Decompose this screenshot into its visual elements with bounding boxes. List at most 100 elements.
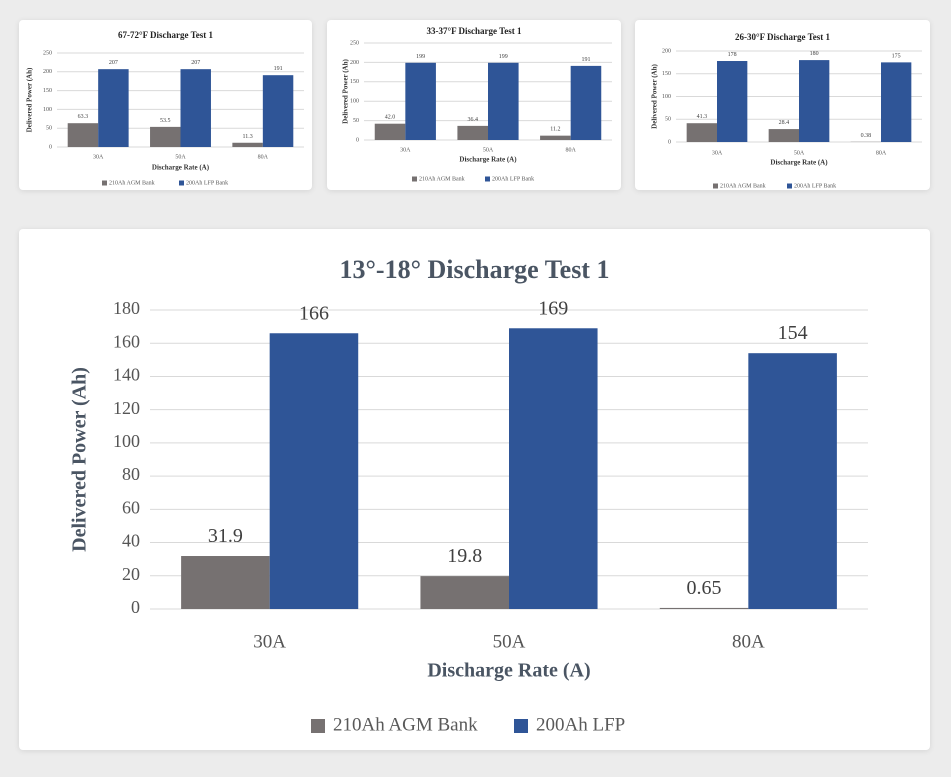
data-label: 199 — [416, 54, 425, 60]
chart-67-72f: 67-72°F Discharge Test 1 0 50 100 150 200 250 6… — [26, 30, 304, 186]
data-label: 191 — [581, 57, 590, 63]
bar-lfp-50a — [509, 328, 598, 609]
data-label: 199 — [499, 54, 508, 60]
bar-agm-80a — [540, 135, 571, 140]
y-tick-label: 100 — [43, 107, 52, 113]
y-tick-label: 100 — [350, 99, 359, 105]
data-label: 42.0 — [385, 115, 396, 121]
chart-title: 13°-18° Discharge Test 1 — [340, 255, 610, 284]
x-tick-label: 80A — [732, 631, 765, 652]
x-axis-label: Discharge Rate (A) — [427, 660, 590, 682]
bar-agm-50a — [457, 125, 488, 140]
bar-lfp-30a — [269, 333, 359, 609]
y-tick-label: 80 — [122, 464, 140, 484]
bar-lfp-80a — [748, 353, 837, 609]
bar-lfp-30a — [98, 69, 129, 147]
bar-agm-30a — [181, 556, 270, 609]
bar-lfp-80a — [570, 65, 602, 140]
chart-title: 33-37°F Discharge Test 1 — [426, 26, 522, 36]
data-label: 41.3 — [697, 114, 708, 120]
legend-swatch-lfp — [485, 176, 490, 182]
y-tick-label: 0 — [668, 139, 671, 145]
legend-label-lfp: 200Ah LFP Bank — [186, 180, 228, 186]
y-tick-label: 0 — [356, 137, 359, 143]
y-tick-label: 200 — [662, 48, 671, 54]
x-tick-label: 80A — [258, 154, 269, 160]
y-tick-label: 250 — [350, 40, 359, 46]
x-tick-label: 30A — [400, 147, 411, 153]
legend-label-agm: 210Ah AGM Bank — [333, 714, 478, 735]
x-tick-label: 80A — [565, 147, 576, 153]
data-label: 0.38 — [861, 133, 872, 139]
chart-card-67-72f: 67-72°F Discharge Test 1 0 50 100 150 200 250 6… — [19, 20, 312, 190]
bar-agm-80a — [232, 142, 263, 147]
chart-26-30f: 26-30°F Discharge Test 1 0 50 100 150 200 41.3… — [651, 32, 922, 189]
legend-label-lfp: 200Ah LFP — [536, 714, 625, 735]
legend-swatch-agm — [102, 180, 107, 186]
bar-lfp-50a — [180, 69, 211, 147]
data-label: 19.8 — [447, 545, 482, 567]
legend-swatch-agm — [412, 176, 417, 182]
x-tick-label: 50A — [794, 150, 805, 156]
y-tick-label: 60 — [122, 497, 140, 517]
data-label: 63.3 — [78, 114, 89, 120]
legend-swatch-agm — [311, 719, 325, 733]
bar-agm-50a — [420, 576, 509, 609]
y-axis-label: Delivered Power (Ah) — [26, 67, 34, 132]
x-tick-label: 30A — [712, 150, 723, 156]
data-label: 169 — [538, 297, 568, 319]
y-axis-label: Delivered Power (Ah) — [69, 367, 91, 552]
y-tick-label: 150 — [350, 79, 359, 85]
bar-agm-30a — [374, 123, 406, 140]
y-tick-label: 100 — [662, 94, 671, 100]
x-tick-label: 30A — [253, 631, 286, 652]
data-label: 207 — [191, 60, 200, 66]
y-tick-label: 200 — [350, 60, 359, 66]
x-tick-label: 30A — [93, 154, 104, 160]
bar-agm-50a — [150, 126, 181, 147]
bar-lfp-30a — [405, 62, 436, 141]
chart-title: 26-30°F Discharge Test 1 — [735, 32, 831, 42]
y-tick-label: 200 — [43, 69, 52, 75]
x-tick-label: 50A — [483, 147, 494, 153]
x-tick-label: 50A — [493, 631, 526, 652]
bar-agm-80a — [659, 607, 749, 609]
y-tick-label: 100 — [113, 431, 140, 451]
bar-agm-50a — [768, 129, 799, 142]
bar-lfp-30a — [717, 61, 748, 143]
x-axis-label: Discharge Rate (A) — [152, 164, 210, 172]
legend-label-agm: 210Ah AGM Bank — [720, 183, 766, 189]
legend-swatch-lfp — [179, 180, 184, 186]
data-label: 191 — [274, 66, 283, 72]
chart-13-18: 13°-18° Discharge Test 1 0 20 40 60 80 100 120 1… — [69, 255, 868, 735]
data-label: 53.5 — [160, 118, 171, 124]
bar-lfp-50a — [799, 60, 830, 142]
x-axis-label: Discharge Rate (A) — [459, 156, 517, 164]
y-tick-label: 50 — [46, 126, 52, 132]
data-label: 31.9 — [208, 525, 243, 547]
y-tick-label: 160 — [113, 331, 140, 351]
y-tick-label: 120 — [113, 398, 140, 418]
data-label: 207 — [109, 60, 118, 66]
chart-card-33-37f: 33-37°F Discharge Test 1 0 50 100 150 200 250 4… — [327, 20, 621, 190]
x-tick-label: 80A — [876, 150, 887, 156]
y-tick-label: 20 — [122, 564, 140, 584]
bar-lfp-80a — [881, 62, 912, 142]
legend-label-lfp: 200Ah LFP Bank — [492, 176, 534, 182]
bar-lfp-50a — [488, 62, 519, 141]
legend-label-agm: 210Ah AGM Bank — [109, 180, 155, 186]
chart-33-37f: 33-37°F Discharge Test 1 0 50 100 150 200 250 4… — [342, 26, 612, 182]
y-tick-label: 40 — [122, 531, 140, 551]
y-tick-label: 180 — [113, 298, 140, 318]
y-tick-label: 250 — [43, 50, 52, 56]
bar-agm-30a — [67, 123, 99, 147]
y-tick-label: 150 — [43, 88, 52, 94]
data-label: 180 — [810, 51, 819, 57]
data-label: 175 — [892, 53, 901, 59]
legend-swatch-agm — [713, 183, 718, 189]
data-label: 36.4 — [467, 117, 478, 123]
data-label: 11.2 — [550, 127, 560, 133]
data-label: 154 — [778, 322, 808, 344]
x-axis-label: Discharge Rate (A) — [770, 159, 828, 167]
data-label: 178 — [728, 52, 737, 58]
